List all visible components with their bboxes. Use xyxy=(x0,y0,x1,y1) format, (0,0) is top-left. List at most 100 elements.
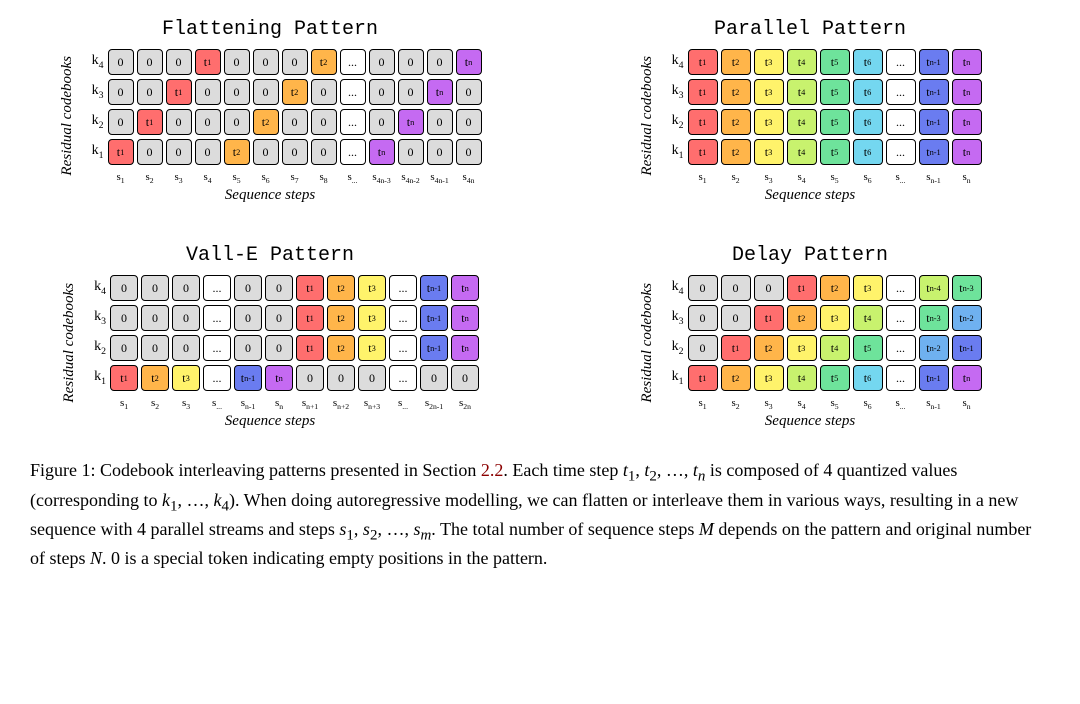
k-label: k4 xyxy=(82,279,110,297)
x-tick: s2 xyxy=(721,171,751,185)
k-label: k1 xyxy=(80,143,108,161)
grid-cell: tn-1 xyxy=(234,365,262,391)
grid-cell: t2 xyxy=(787,305,817,331)
figure-caption: Figure 1: Codebook interleaving patterns… xyxy=(30,458,1050,571)
x-tick: sn+2 xyxy=(327,397,355,411)
grid-cell: t2 xyxy=(721,109,751,135)
grid-cell: t2 xyxy=(820,275,850,301)
grid-cell: tn-2 xyxy=(919,335,949,361)
grid-cell: t3 xyxy=(754,79,784,105)
x-tick: s5 xyxy=(820,397,850,411)
panel-grid: Flattening PatternResidual codebooksk400… xyxy=(30,18,1050,430)
grid-cell: t6 xyxy=(853,139,883,165)
grid-cell: t5 xyxy=(853,335,883,361)
grid-cell: 0 xyxy=(108,109,134,135)
grid-cell: tn xyxy=(952,109,982,135)
grid-cell: 0 xyxy=(141,275,169,301)
x-tick: sn-1 xyxy=(919,171,949,185)
grid-cell: tn xyxy=(451,275,479,301)
grid-cell: tn-1 xyxy=(919,109,949,135)
grid-cell: t1 xyxy=(166,79,192,105)
grid-cell: 0 xyxy=(398,79,424,105)
grid-cell: t1 xyxy=(108,139,134,165)
x-tick: s1 xyxy=(688,171,718,185)
k-label: k3 xyxy=(660,83,688,101)
grid-cell: t1 xyxy=(688,109,718,135)
k-label: k1 xyxy=(660,143,688,161)
grid-cell: ... xyxy=(389,305,417,331)
x-tick: s5 xyxy=(224,171,250,185)
k-label: k2 xyxy=(80,113,108,131)
grid-cell: 0 xyxy=(110,305,138,331)
x-tick: s5 xyxy=(820,171,850,185)
x-tick: s... xyxy=(203,397,231,411)
grid-cell: 0 xyxy=(172,305,200,331)
grid-cell: t3 xyxy=(754,139,784,165)
grid-cell: ... xyxy=(389,365,417,391)
grid-cell: t1 xyxy=(296,275,324,301)
grid-cell: 0 xyxy=(456,79,482,105)
x-axis-label: Sequence steps xyxy=(225,413,315,430)
grid-cell: 0 xyxy=(358,365,386,391)
x-axis-label: Sequence steps xyxy=(765,187,855,204)
x-tick: s2n xyxy=(451,397,479,411)
grid-cell: 0 xyxy=(265,275,293,301)
grid-cell: tn-1 xyxy=(919,139,949,165)
k-label: k4 xyxy=(660,53,688,71)
grid-cell: 0 xyxy=(456,109,482,135)
grid-cell: t2 xyxy=(721,49,751,75)
x-tick: sn+1 xyxy=(296,397,324,411)
grid-cell: 0 xyxy=(311,79,337,105)
grid-cell: 0 xyxy=(195,109,221,135)
x-tick: s6 xyxy=(853,171,883,185)
x-tick: s4n-2 xyxy=(398,171,424,185)
grid-cell: 0 xyxy=(253,49,279,75)
grid-cell: 0 xyxy=(754,275,784,301)
panel-2: Vall-E PatternResidual codebooksk4000...… xyxy=(30,244,510,430)
grid-cell: ... xyxy=(886,109,916,135)
grid-cell: 0 xyxy=(420,365,448,391)
grid-cell: 0 xyxy=(141,305,169,331)
grid-cell: t1 xyxy=(721,335,751,361)
grid-cell: t1 xyxy=(296,305,324,331)
grid-cell: 0 xyxy=(311,139,337,165)
panel-body: Residual codebooksk4000...00t1t2t3...tn-… xyxy=(61,273,479,411)
grid-cell: t3 xyxy=(358,335,386,361)
x-tick: s2 xyxy=(137,171,163,185)
x-tick: s2n-1 xyxy=(420,397,448,411)
k-label: k4 xyxy=(660,279,688,297)
grid-cell: 0 xyxy=(172,335,200,361)
grid-cell: 0 xyxy=(172,275,200,301)
grid-cell: t5 xyxy=(820,365,850,391)
grid-cell: tn-3 xyxy=(919,305,949,331)
grid-cell: t3 xyxy=(754,49,784,75)
caption-section-ref: 2.2 xyxy=(481,460,504,480)
x-tick: s4 xyxy=(195,171,221,185)
grid-cell: t1 xyxy=(110,365,138,391)
grid-cell: ... xyxy=(886,275,916,301)
grid-cell: 0 xyxy=(253,79,279,105)
grid-cell: ... xyxy=(203,275,231,301)
grid-cell: ... xyxy=(886,79,916,105)
x-tick: sn-1 xyxy=(919,397,949,411)
grid-cell: tn-1 xyxy=(919,79,949,105)
grid-cell: tn-1 xyxy=(952,335,982,361)
grid-cell: ... xyxy=(340,139,366,165)
panel-1: Parallel PatternResidual codebooksk4t1t2… xyxy=(570,18,1050,204)
grid-cell: ... xyxy=(886,335,916,361)
grid-cell: 0 xyxy=(166,49,192,75)
grid-cell: ... xyxy=(203,365,231,391)
k-label: k2 xyxy=(82,339,110,357)
grid-cell: tn xyxy=(952,79,982,105)
grid-cell: 0 xyxy=(688,305,718,331)
grid-cell: 0 xyxy=(296,365,324,391)
grid-cell: tn-1 xyxy=(420,305,448,331)
x-tick: sn xyxy=(952,397,982,411)
grid-cell: 0 xyxy=(253,139,279,165)
grid-cell: t1 xyxy=(137,109,163,135)
k-label: k3 xyxy=(82,309,110,327)
x-tick: s4n-3 xyxy=(369,171,395,185)
grid-cell: t2 xyxy=(224,139,250,165)
grid-cell: t1 xyxy=(296,335,324,361)
k-label: k4 xyxy=(80,53,108,71)
